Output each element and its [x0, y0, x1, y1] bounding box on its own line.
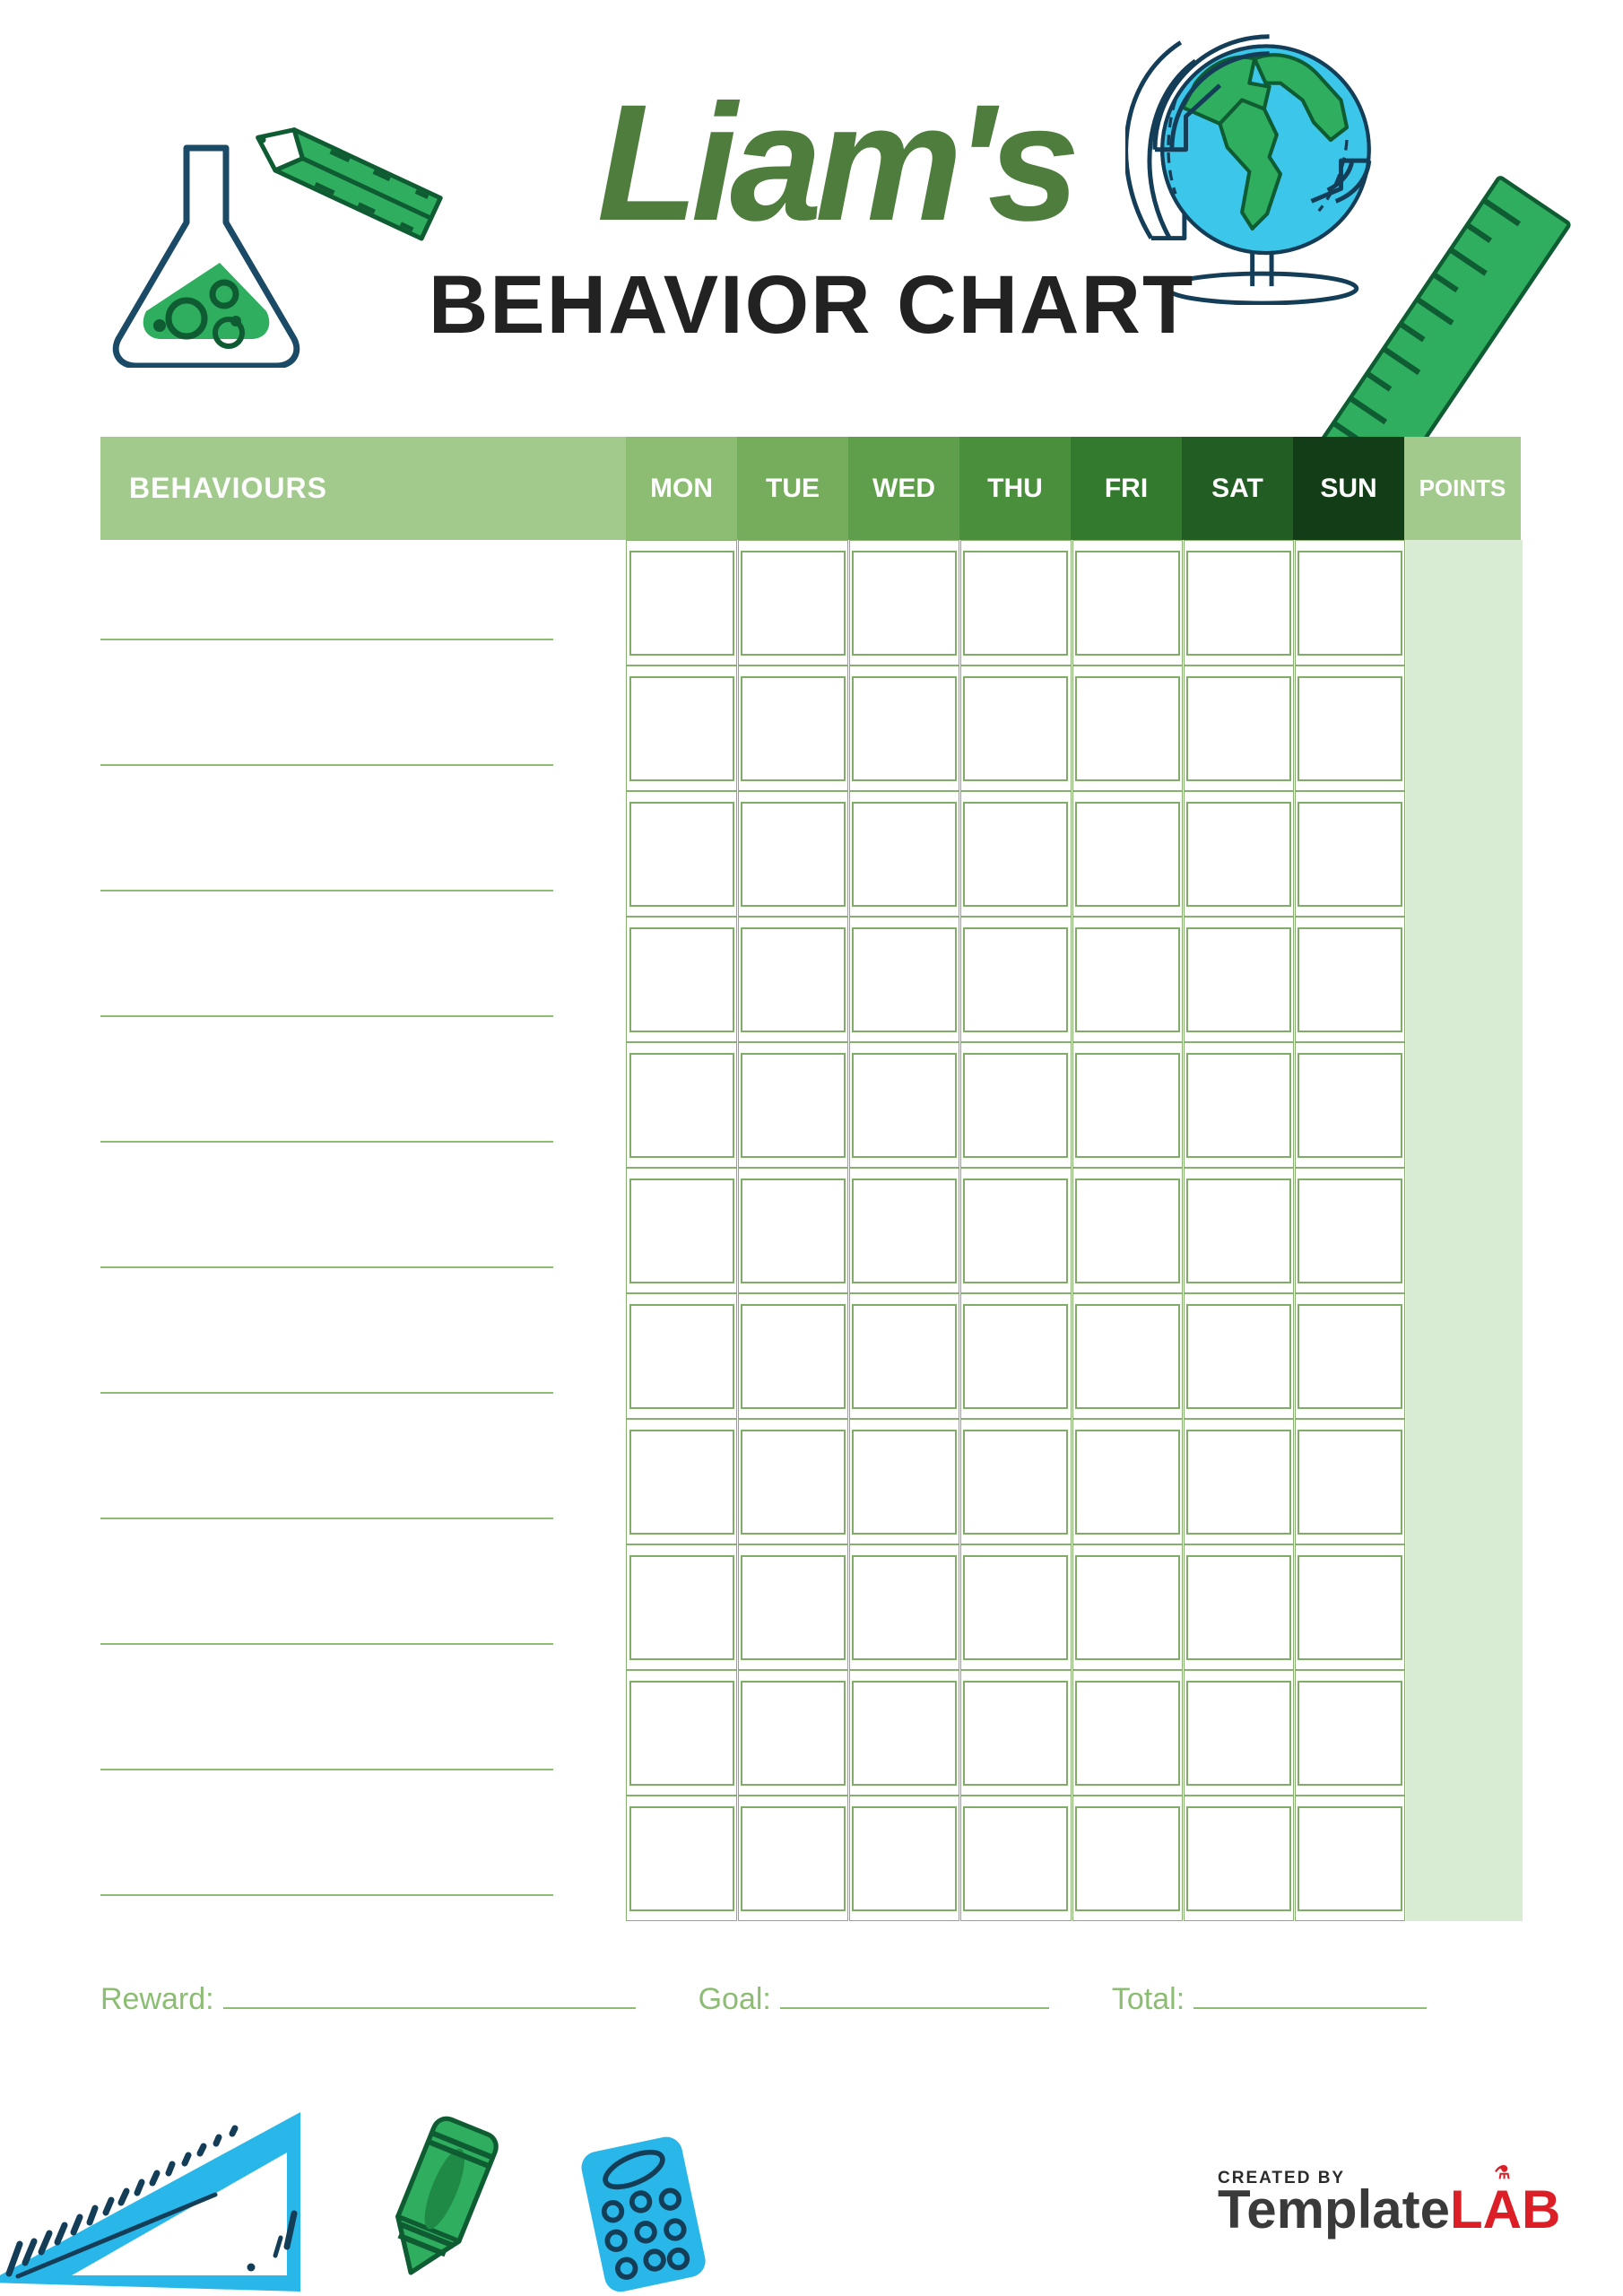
svg-text:Liam's: Liam's: [597, 71, 1075, 256]
